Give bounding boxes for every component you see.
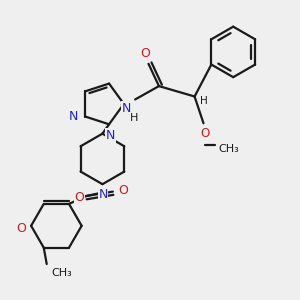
Text: H: H: [200, 96, 207, 106]
Text: O: O: [16, 222, 26, 235]
Text: N: N: [106, 129, 115, 142]
Text: O: O: [118, 184, 128, 196]
Text: N: N: [122, 102, 131, 115]
Text: O: O: [141, 47, 151, 60]
Text: CH₃: CH₃: [218, 143, 239, 154]
Text: N: N: [98, 188, 108, 201]
Text: O: O: [200, 127, 210, 140]
Text: N: N: [69, 110, 79, 123]
Text: H: H: [130, 113, 138, 123]
Text: O: O: [74, 191, 84, 205]
Text: CH₃: CH₃: [51, 268, 72, 278]
